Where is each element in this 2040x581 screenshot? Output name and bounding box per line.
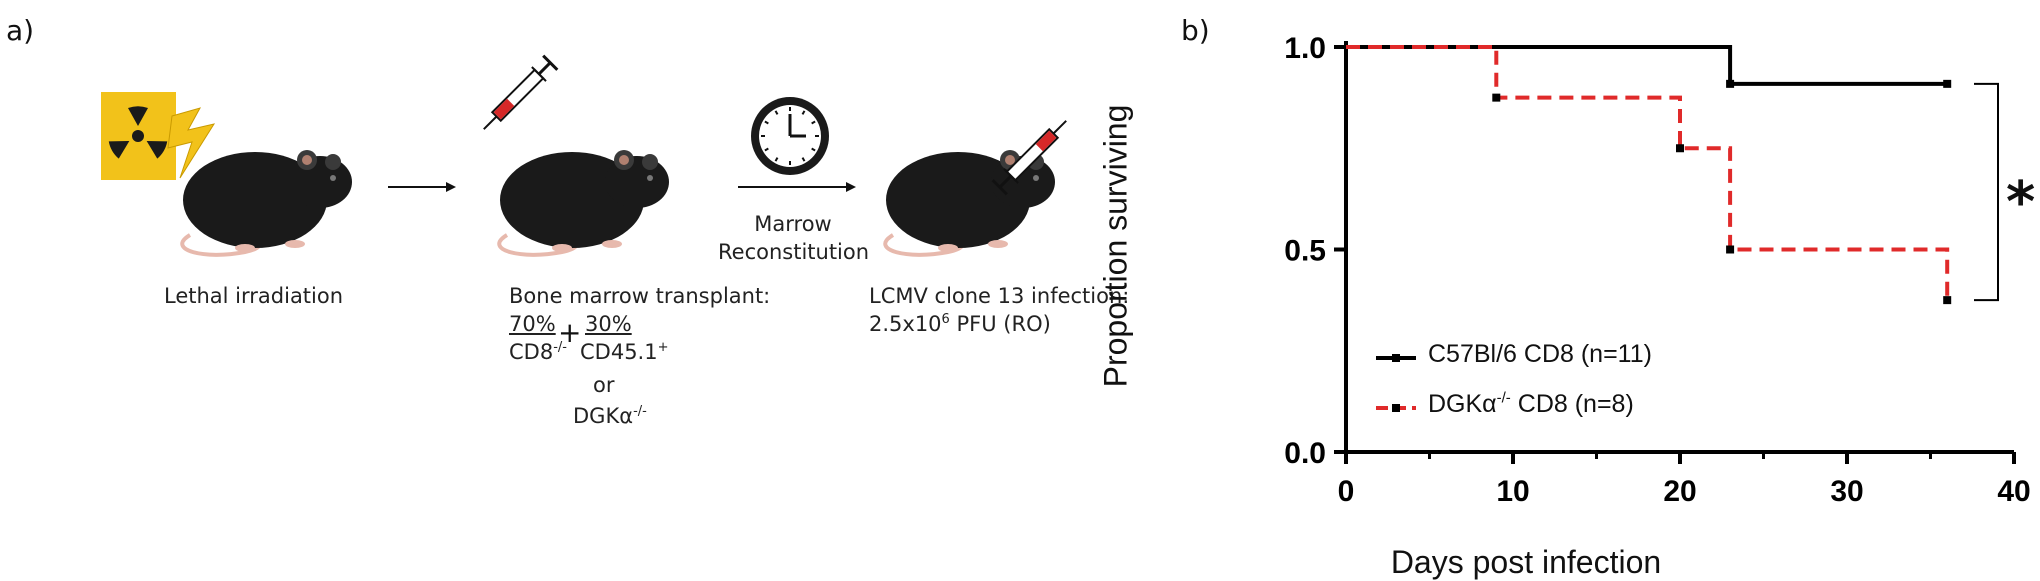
mouse-icon [180,150,352,257]
mouse-icon [883,150,1055,257]
legend-series-2: DGKα-/- CD8 (n=8) [1428,389,1634,418]
survival-line-series-1 [1346,45,1948,86]
x-tick-label: 40 [1997,475,2030,508]
mouse-icon [497,150,669,257]
schematic-illustrations [101,54,1067,257]
step3-caption-line2: 2.5x106 PFU (RO) [869,312,1051,336]
panel-b-label: b) [1181,14,1210,47]
radiation-icon [101,92,176,180]
step1-caption: Lethal irradiation [164,284,344,308]
censor-mark [1676,144,1684,153]
legend-series-1: C57Bl/6 CD8 (n=11) [1428,340,1652,368]
x-axis-title: Days post infection [1390,544,1662,580]
step2-left-label: CD8-/- [509,340,567,364]
syringe-icon [991,120,1067,196]
y-axis-title: Proportion surviving [1097,104,1134,388]
x-tick-label: 0 [1338,475,1355,508]
y-tick-label: 0.5 [1284,235,1326,268]
censor-mark [1492,93,1501,102]
step2-caption-title: Bone marrow transplant: [509,284,771,308]
survival-line-series-2 [1346,45,1950,301]
step2-alt-label: DGKα-/- [573,404,647,428]
step2-pct-right: 30% [585,312,632,336]
censor-mark [1943,79,1952,88]
arrow2-label-line1: Marrow [754,212,832,236]
panel-a-label: a) [6,14,35,47]
step2-plus: + [558,316,582,349]
censor-mark [1726,245,1735,254]
arrow-2 [738,182,856,192]
y-tick-label: 1.0 [1284,32,1326,65]
legend-marker-2 [1392,404,1400,412]
x-tick-label: 30 [1830,475,1863,508]
significance-star: * [2006,170,2036,235]
arrow2-label-line2: Reconstitution [718,240,870,264]
syringe-icon [483,54,559,130]
censor-mark [1943,296,1952,305]
x-tick-label: 10 [1496,475,1529,508]
legend-marker-1 [1392,354,1400,362]
step2-or: or [593,373,615,397]
clock-icon [751,97,829,175]
x-tick-label: 20 [1663,475,1696,508]
step3-caption-line1: LCMV clone 13 infection: [869,284,1130,308]
lightning-bolt-icon [167,107,216,179]
step2-right-label: CD45.1+ [580,340,669,364]
y-tick-label: 0.0 [1284,437,1326,470]
significance-bracket [1974,82,1999,302]
censor-mark [1726,79,1735,88]
step2-pct-left: 70% [509,312,556,336]
arrow-1 [388,182,456,192]
